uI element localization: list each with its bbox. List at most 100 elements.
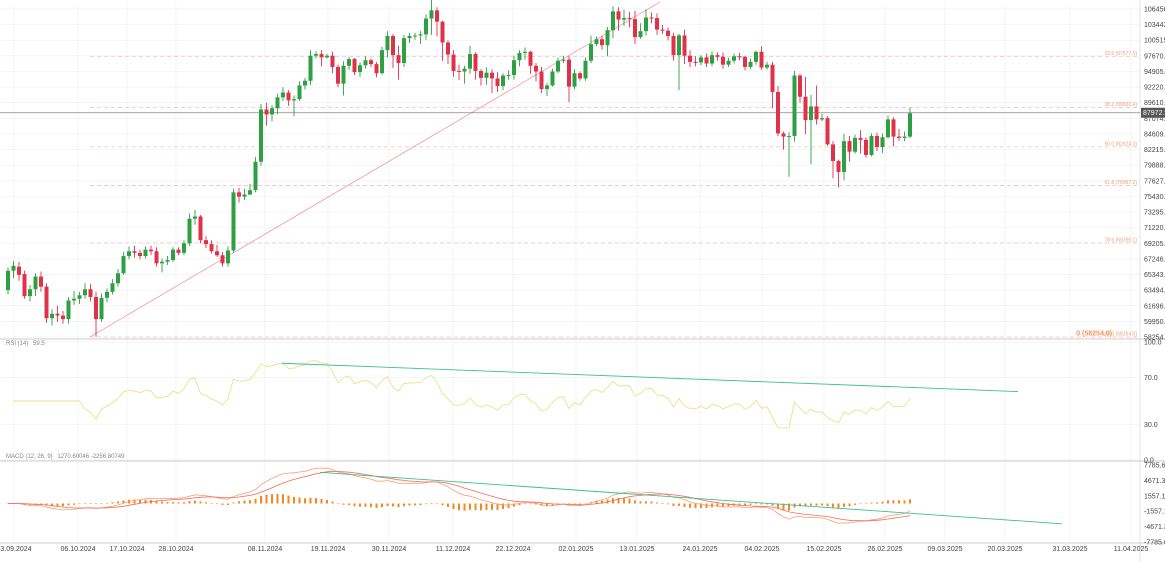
candle-body[interactable] xyxy=(627,18,632,20)
candle-body[interactable] xyxy=(193,216,197,219)
candle-body[interactable] xyxy=(820,118,824,120)
candle-body[interactable] xyxy=(231,192,236,251)
candle-body[interactable] xyxy=(880,137,885,148)
candle-body[interactable] xyxy=(732,56,736,61)
candle-body[interactable] xyxy=(649,17,654,19)
candle-body[interactable] xyxy=(143,249,148,257)
candle-body[interactable] xyxy=(6,270,10,291)
candle-body[interactable] xyxy=(523,51,527,53)
candle-body[interactable] xyxy=(875,135,879,148)
candle-body[interactable] xyxy=(105,291,109,298)
candle-body[interactable] xyxy=(17,266,21,275)
candle-body[interactable] xyxy=(770,64,775,92)
candle-body[interactable] xyxy=(765,64,769,68)
candle-body[interactable] xyxy=(622,18,626,20)
candle-body[interactable] xyxy=(275,97,280,109)
candle-body[interactable] xyxy=(616,11,621,20)
candle-body[interactable] xyxy=(567,59,571,87)
candle-body[interactable] xyxy=(413,35,417,37)
candle-body[interactable] xyxy=(418,34,423,36)
candle-body[interactable] xyxy=(462,68,467,72)
candle-body[interactable] xyxy=(721,56,725,65)
candle-body[interactable] xyxy=(512,60,516,75)
candle-body[interactable] xyxy=(666,30,670,37)
candle-body[interactable] xyxy=(407,36,412,39)
candle-body[interactable] xyxy=(836,161,841,172)
candle-body[interactable] xyxy=(385,36,390,51)
candle-body[interactable] xyxy=(11,265,16,271)
candle-body[interactable] xyxy=(94,296,98,320)
candle-body[interactable] xyxy=(292,99,296,101)
candle-body[interactable] xyxy=(743,56,747,67)
candle-body[interactable] xyxy=(50,313,54,319)
candle-body[interactable] xyxy=(363,60,368,66)
candle-body[interactable] xyxy=(792,75,797,136)
candle-body[interactable] xyxy=(165,260,170,262)
candle-body[interactable] xyxy=(336,66,340,84)
candle-body[interactable] xyxy=(132,251,137,253)
candle-body[interactable] xyxy=(600,39,604,46)
candle-body[interactable] xyxy=(61,315,65,320)
candle-body[interactable] xyxy=(435,10,439,22)
candle-body[interactable] xyxy=(578,73,582,79)
candle-body[interactable] xyxy=(814,106,819,120)
candle-body[interactable] xyxy=(737,56,742,58)
candle-body[interactable] xyxy=(677,35,681,56)
candle-body[interactable] xyxy=(715,55,720,57)
candle-body[interactable] xyxy=(589,44,593,61)
candle-body[interactable] xyxy=(798,75,802,97)
candle-body[interactable] xyxy=(638,31,643,38)
candle-body[interactable] xyxy=(490,72,494,79)
candle-body[interactable] xyxy=(759,51,764,68)
candle-body[interactable] xyxy=(660,29,665,31)
candle-body[interactable] xyxy=(897,136,901,138)
candle-body[interactable] xyxy=(534,65,538,72)
candle-body[interactable] xyxy=(556,60,560,72)
candle-body[interactable] xyxy=(831,144,835,162)
candle-body[interactable] xyxy=(561,59,566,61)
candle-body[interactable] xyxy=(314,54,318,56)
candle-body[interactable] xyxy=(803,96,808,121)
candle-body[interactable] xyxy=(440,21,445,43)
candle-body[interactable] xyxy=(39,276,43,287)
candle-body[interactable] xyxy=(572,73,577,87)
candle-body[interactable] xyxy=(237,192,241,197)
candle-body[interactable] xyxy=(264,109,269,115)
candle-body[interactable] xyxy=(226,250,230,264)
candle-body[interactable] xyxy=(671,36,676,56)
candle-body[interactable] xyxy=(902,136,907,138)
candle-body[interactable] xyxy=(171,249,175,261)
candle-body[interactable] xyxy=(858,137,863,140)
candle-body[interactable] xyxy=(204,240,208,245)
candle-body[interactable] xyxy=(853,137,857,152)
candle-body[interactable] xyxy=(198,216,203,241)
candle-body[interactable] xyxy=(457,70,461,72)
macd-indicator-label[interactable]: MACD (12, 26, 9) 1270.60046 -2256.80749 xyxy=(6,454,125,460)
candle-body[interactable] xyxy=(270,108,274,115)
candle-body[interactable] xyxy=(468,54,472,69)
candle-body[interactable] xyxy=(352,59,357,73)
candle-body[interactable] xyxy=(83,289,87,296)
candle-body[interactable] xyxy=(495,78,500,87)
candle-body[interactable] xyxy=(847,141,852,152)
candle-body[interactable] xyxy=(506,74,511,76)
candle-body[interactable] xyxy=(66,300,71,320)
candle-body[interactable] xyxy=(138,252,142,257)
candle-body[interactable] xyxy=(176,249,181,253)
candle-body[interactable] xyxy=(688,55,692,62)
candle-body[interactable] xyxy=(748,61,753,67)
candle-body[interactable] xyxy=(655,18,659,30)
candle-body[interactable] xyxy=(253,161,258,191)
candle-body[interactable] xyxy=(809,106,813,121)
candle-body[interactable] xyxy=(776,91,780,134)
candle-body[interactable] xyxy=(286,92,291,101)
candle-body[interactable] xyxy=(699,57,703,63)
candle-body[interactable] xyxy=(611,11,615,31)
candle-body[interactable] xyxy=(391,36,395,56)
candle-body[interactable] xyxy=(682,35,687,56)
candle-body[interactable] xyxy=(908,113,912,137)
candle-body[interactable] xyxy=(539,71,544,89)
candle-body[interactable] xyxy=(341,65,346,84)
